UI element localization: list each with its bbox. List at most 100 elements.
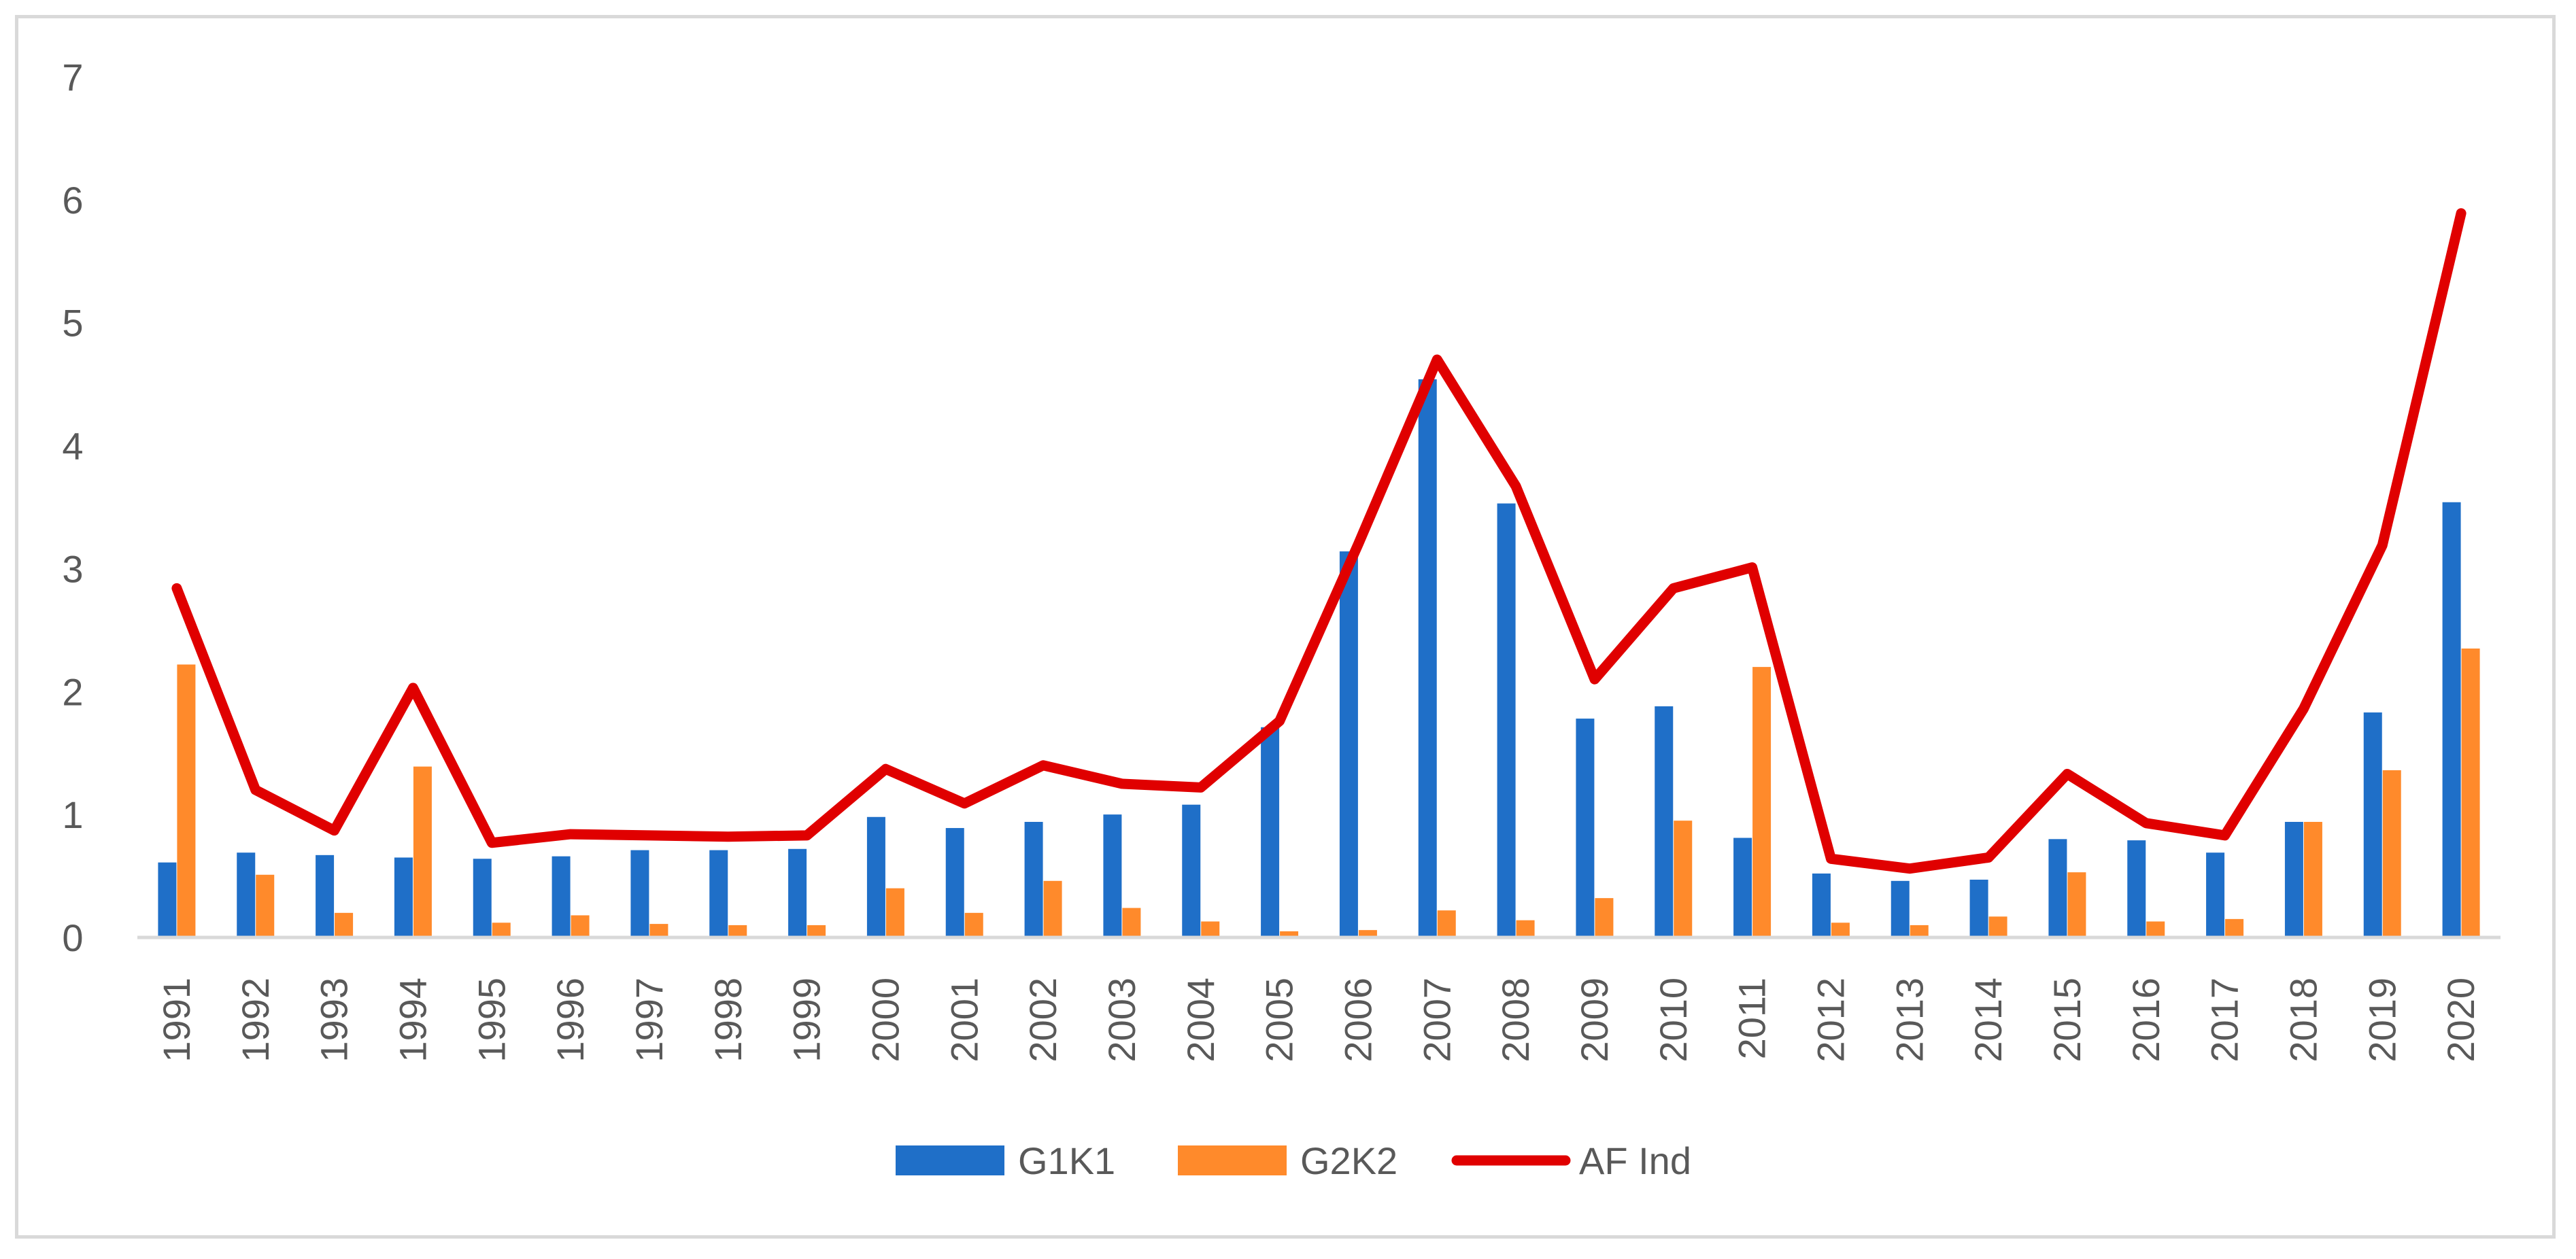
x-tick-label-2006: 2006	[1336, 978, 1379, 1063]
bar-g2k2-1994	[413, 766, 432, 937]
bar-g2k2-2000	[885, 888, 904, 937]
bar-g1k1-2014	[1969, 879, 1988, 937]
bar-g1k1-2004	[1182, 804, 1201, 937]
bar-g2k2-1991	[177, 664, 196, 937]
bar-g1k1-2007	[1418, 379, 1437, 937]
x-tick-label-1999: 1999	[785, 978, 828, 1063]
bar-g1k1-2009	[1576, 719, 1595, 937]
x-tick-label-2011: 2011	[1731, 978, 1774, 1059]
x-tick-label-2018: 2018	[2282, 978, 2324, 1063]
bar-g1k1-1993	[316, 855, 335, 937]
legend-swatch-g1k1	[896, 1145, 1004, 1175]
bar-g1k1-2010	[1655, 706, 1674, 937]
x-tick-label-1993: 1993	[313, 978, 356, 1063]
x-tick-label-2009: 2009	[1573, 978, 1616, 1063]
x-tick-label-2010: 2010	[1652, 978, 1695, 1063]
x-tick-label-2020: 2020	[2439, 978, 2482, 1063]
line-af-ind	[171, 208, 2467, 874]
bar-g1k1-2000	[866, 816, 885, 937]
x-tick-label-1994: 1994	[391, 978, 434, 1063]
bar-g2k2-2018	[2303, 821, 2322, 937]
bar-g1k1-1996	[552, 856, 571, 937]
bar-g2k2-2015	[2067, 872, 2086, 937]
bar-g1k1-1997	[630, 850, 649, 937]
x-tick-label-1995: 1995	[470, 978, 513, 1063]
x-tick-label-1991: 1991	[155, 978, 198, 1063]
bar-g2k2-2020	[2461, 648, 2480, 937]
x-tick-label-2007: 2007	[1415, 978, 1458, 1063]
bar-g2k2-2003	[1122, 908, 1141, 937]
bar-g1k1-2016	[2127, 840, 2146, 937]
y-tick-label-3: 3	[62, 547, 83, 590]
x-tick-label-2004: 2004	[1179, 978, 1222, 1063]
bar-g1k1-2002	[1024, 821, 1043, 937]
bar-g1k1-2008	[1497, 503, 1516, 937]
bar-g2k2-2010	[1674, 821, 1693, 937]
bar-g1k1-2003	[1103, 814, 1122, 937]
bar-series-layer	[158, 379, 2480, 937]
bar-g2k2-1993	[335, 912, 354, 937]
bar-g2k2-1997	[649, 924, 668, 937]
bar-g2k2-2013	[1910, 925, 1929, 937]
x-tick-label-1996: 1996	[549, 978, 592, 1063]
line-series-layer	[171, 208, 2467, 874]
bar-g1k1-1995	[473, 859, 492, 937]
x-tick-label-2000: 2000	[864, 978, 906, 1063]
bar-g1k1-1994	[394, 857, 413, 937]
x-tick-label-2008: 2008	[1494, 978, 1537, 1063]
bar-g1k1-2015	[2048, 839, 2067, 937]
y-tick-label-2: 2	[62, 670, 83, 713]
x-tick-label-2002: 2002	[1021, 978, 1064, 1063]
bar-g2k2-2014	[1988, 916, 2007, 937]
bar-g2k2-2006	[1358, 930, 1377, 937]
y-tick-label-0: 0	[62, 916, 83, 959]
bar-g2k2-1998	[728, 925, 747, 937]
bar-g1k1-2011	[1733, 838, 1752, 937]
bar-g1k1-2005	[1261, 727, 1280, 937]
x-tick-label-2015: 2015	[2046, 978, 2088, 1063]
x-tick-label-2001: 2001	[943, 978, 985, 1063]
x-axis-ticks: 1991 1992 1993 1994 1995 1996 1997 1998 1999 2000…	[155, 978, 2482, 1063]
bar-g1k1-2006	[1339, 551, 1358, 937]
bar-g1k1-2001	[945, 828, 964, 937]
legend-label-g2k2: G2K2	[1300, 1139, 1397, 1182]
bar-g1k1-2018	[2284, 821, 2303, 937]
y-tick-label-7: 7	[62, 56, 83, 99]
bar-g2k2-2001	[964, 912, 983, 937]
bar-g2k2-1995	[492, 922, 511, 937]
x-tick-label-2012: 2012	[1809, 978, 1852, 1063]
bar-g2k2-2004	[1201, 921, 1220, 937]
bar-g2k2-1992	[256, 874, 275, 937]
bar-g1k1-1992	[237, 852, 256, 937]
y-axis-ticks: 0 1 2 3 4 5 6 7	[62, 56, 83, 959]
bar-g1k1-1999	[788, 848, 807, 937]
bar-g2k2-2017	[2225, 918, 2244, 937]
y-tick-label-5: 5	[62, 302, 83, 345]
bar-g1k1-2017	[2206, 852, 2225, 937]
legend-swatch-g2k2	[1178, 1145, 1287, 1175]
bar-g2k2-2012	[1831, 922, 1850, 937]
bar-g1k1-2012	[1812, 873, 1831, 937]
legend-label-af-ind: AF Ind	[1579, 1139, 1691, 1182]
bar-g2k2-2019	[2382, 770, 2401, 937]
bar-g1k1-1998	[709, 850, 728, 937]
x-tick-label-2019: 2019	[2360, 978, 2403, 1063]
bar-g2k2-2016	[2146, 921, 2165, 937]
bar-g2k2-1999	[807, 925, 826, 937]
bar-g1k1-1991	[158, 862, 177, 937]
legend-label-g1k1: G1K1	[1018, 1139, 1115, 1182]
bar-g2k2-2002	[1043, 880, 1062, 937]
bar-g1k1-2019	[2363, 712, 2382, 937]
bar-g2k2-2009	[1595, 898, 1614, 937]
x-tick-label-2003: 2003	[1100, 978, 1143, 1063]
x-tick-label-2013: 2013	[1888, 978, 1931, 1063]
x-tick-label-1998: 1998	[707, 978, 749, 1063]
x-tick-label-1997: 1997	[628, 978, 671, 1063]
bar-g1k1-2020	[2442, 502, 2461, 937]
x-tick-label-2017: 2017	[2203, 978, 2246, 1063]
bar-g2k2-2011	[1752, 667, 1772, 937]
bar-g1k1-2013	[1891, 880, 1910, 937]
x-tick-label-2014: 2014	[1967, 978, 2010, 1063]
